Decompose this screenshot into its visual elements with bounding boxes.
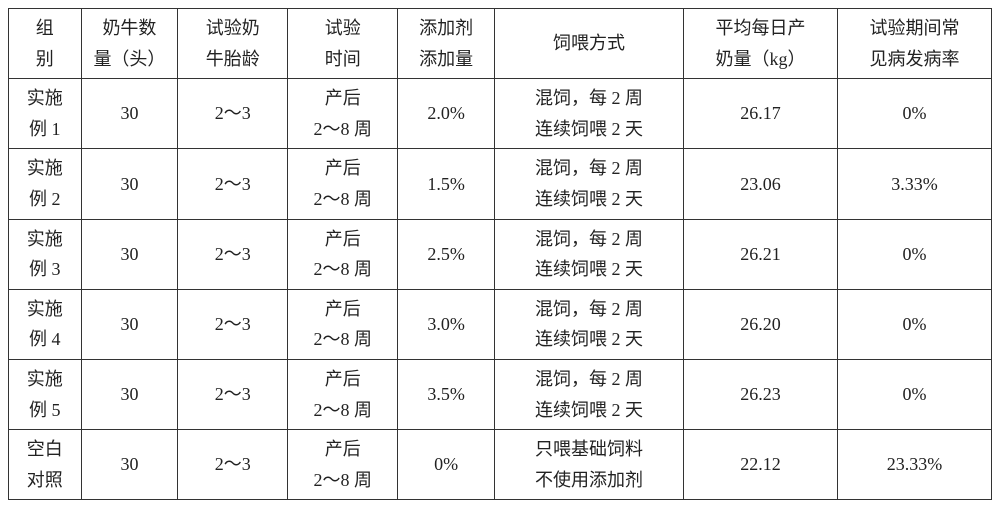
cell-time: 产后2～8 周 (288, 289, 398, 359)
cell-count: 30 (81, 359, 178, 429)
cell-disease: 0% (838, 219, 992, 289)
cell-age: 2～3 (178, 430, 288, 500)
cell-group: 实施例 3 (9, 219, 82, 289)
table-row: 实施例 3 30 2～3 产后2～8 周 2.5% 混饲，每 2 周连续饲喂 2… (9, 219, 992, 289)
cell-group: 实施例 4 (9, 289, 82, 359)
cell-milk: 23.06 (684, 149, 838, 219)
col-disease: 试验期间常见病发病率 (838, 9, 992, 79)
cell-additive: 1.5% (398, 149, 495, 219)
cell-additive: 3.5% (398, 359, 495, 429)
table-row: 实施例 1 30 2～3 产后2～8 周 2.0% 混饲，每 2 周连续饲喂 2… (9, 79, 992, 149)
cell-group: 空白对照 (9, 430, 82, 500)
cell-feed: 混饲，每 2 周连续饲喂 2 天 (494, 149, 683, 219)
table-row: 实施例 5 30 2～3 产后2～8 周 3.5% 混饲，每 2 周连续饲喂 2… (9, 359, 992, 429)
col-group: 组别 (9, 9, 82, 79)
cell-count: 30 (81, 149, 178, 219)
cell-additive: 2.0% (398, 79, 495, 149)
cell-additive: 0% (398, 430, 495, 500)
cell-milk: 26.21 (684, 219, 838, 289)
col-time: 试验时间 (288, 9, 398, 79)
cell-feed: 混饲，每 2 周连续饲喂 2 天 (494, 289, 683, 359)
cell-feed: 混饲，每 2 周连续饲喂 2 天 (494, 359, 683, 429)
cell-feed: 混饲，每 2 周连续饲喂 2 天 (494, 79, 683, 149)
cell-count: 30 (81, 79, 178, 149)
cell-disease: 0% (838, 79, 992, 149)
cell-milk: 26.17 (684, 79, 838, 149)
cell-age: 2～3 (178, 359, 288, 429)
cell-group: 实施例 2 (9, 149, 82, 219)
cell-time: 产后2～8 周 (288, 149, 398, 219)
cell-age: 2～3 (178, 289, 288, 359)
experiment-table: 组别 奶牛数量（头） 试验奶牛胎龄 试验时间 添加剂添加量 饲喂方式 平均每日产… (8, 8, 992, 500)
cell-age: 2～3 (178, 79, 288, 149)
table-row: 实施例 4 30 2～3 产后2～8 周 3.0% 混饲，每 2 周连续饲喂 2… (9, 289, 992, 359)
col-count: 奶牛数量（头） (81, 9, 178, 79)
col-additive: 添加剂添加量 (398, 9, 495, 79)
cell-disease: 0% (838, 359, 992, 429)
cell-additive: 2.5% (398, 219, 495, 289)
cell-time: 产后2～8 周 (288, 79, 398, 149)
cell-age: 2～3 (178, 219, 288, 289)
cell-feed: 混饲，每 2 周连续饲喂 2 天 (494, 219, 683, 289)
table-body: 实施例 1 30 2～3 产后2～8 周 2.0% 混饲，每 2 周连续饲喂 2… (9, 79, 992, 500)
cell-group: 实施例 5 (9, 359, 82, 429)
col-age: 试验奶牛胎龄 (178, 9, 288, 79)
col-feed: 饲喂方式 (494, 9, 683, 79)
cell-additive: 3.0% (398, 289, 495, 359)
col-milk: 平均每日产奶量（kg） (684, 9, 838, 79)
cell-group: 实施例 1 (9, 79, 82, 149)
cell-time: 产后2～8 周 (288, 359, 398, 429)
table-row: 空白对照 30 2～3 产后2～8 周 0% 只喂基础饲料不使用添加剂 22.1… (9, 430, 992, 500)
cell-count: 30 (81, 219, 178, 289)
cell-milk: 22.12 (684, 430, 838, 500)
cell-time: 产后2～8 周 (288, 219, 398, 289)
cell-feed: 只喂基础饲料不使用添加剂 (494, 430, 683, 500)
table-header: 组别 奶牛数量（头） 试验奶牛胎龄 试验时间 添加剂添加量 饲喂方式 平均每日产… (9, 9, 992, 79)
cell-milk: 26.20 (684, 289, 838, 359)
cell-count: 30 (81, 430, 178, 500)
table-row: 实施例 2 30 2～3 产后2～8 周 1.5% 混饲，每 2 周连续饲喂 2… (9, 149, 992, 219)
cell-milk: 26.23 (684, 359, 838, 429)
cell-disease: 23.33% (838, 430, 992, 500)
cell-age: 2～3 (178, 149, 288, 219)
cell-time: 产后2～8 周 (288, 430, 398, 500)
cell-disease: 3.33% (838, 149, 992, 219)
cell-count: 30 (81, 289, 178, 359)
cell-disease: 0% (838, 289, 992, 359)
